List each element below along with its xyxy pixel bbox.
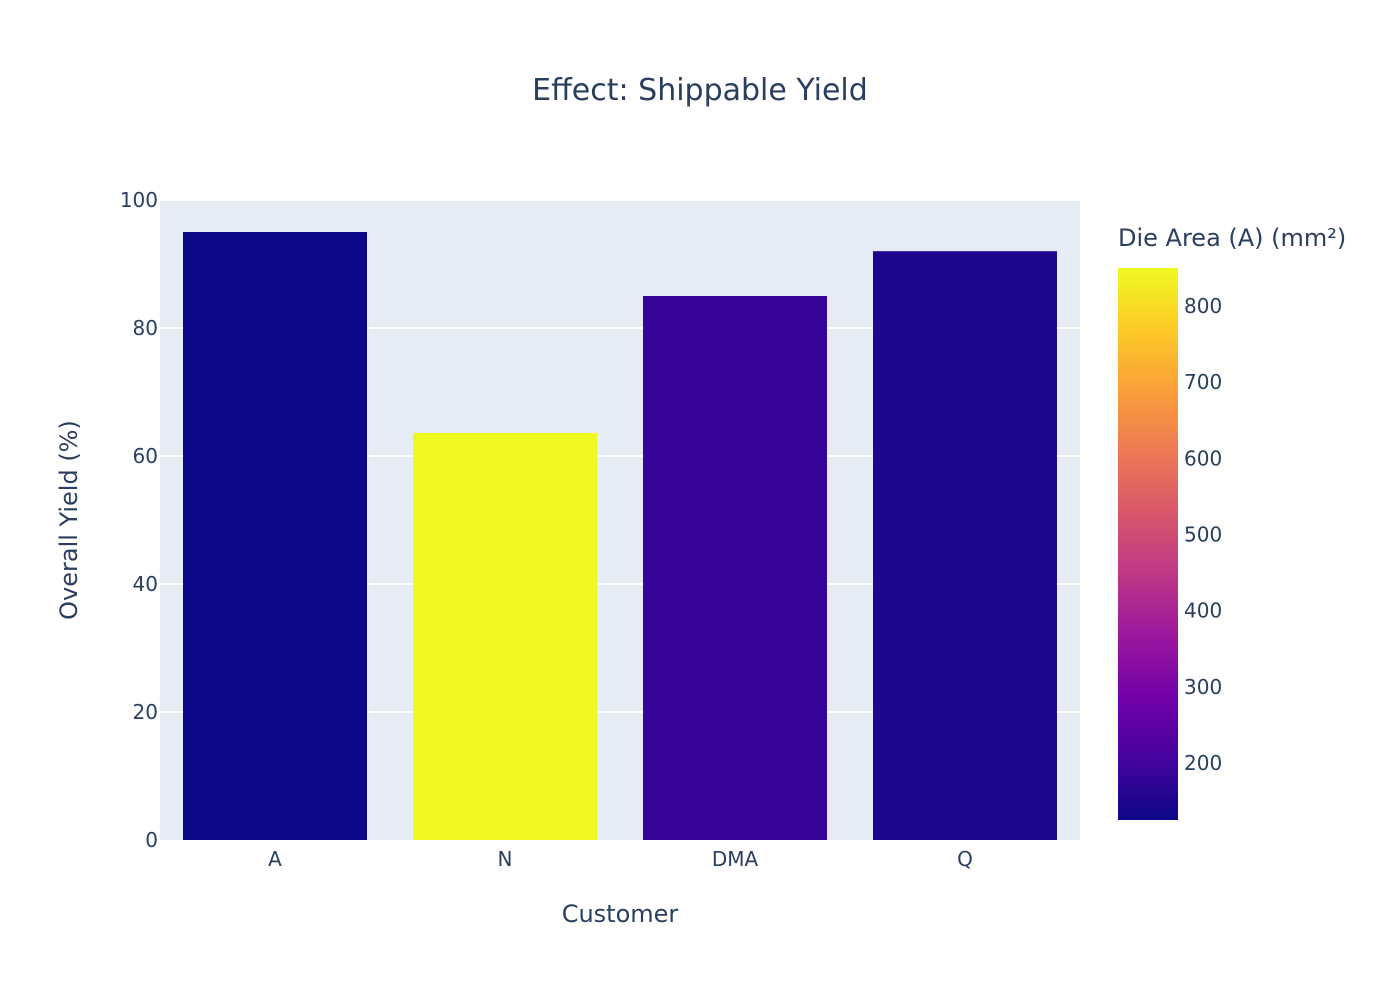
colorbar-tick-label: 500	[1184, 522, 1222, 546]
colorbar-tick-label: 200	[1184, 751, 1222, 775]
colorbar-title: Die Area (A) (mm²)	[1118, 224, 1346, 252]
x-tick-label: N	[498, 847, 513, 871]
y-axis-label: Overall Yield (%)	[55, 420, 83, 620]
y-tick-label: 40	[133, 572, 158, 596]
colorbar-tick-label: 600	[1184, 446, 1222, 470]
bar-DMA[interactable]	[643, 296, 827, 840]
x-tick-label: DMA	[712, 847, 759, 871]
x-tick-label: Q	[957, 847, 973, 871]
colorbar	[1118, 268, 1178, 820]
y-tick-label: 80	[133, 316, 158, 340]
y-tick-label: 60	[133, 444, 158, 468]
chart-title: Effect: Shippable Yield	[532, 73, 868, 108]
x-axis-label: Customer	[562, 900, 679, 928]
colorbar-tick-label: 700	[1184, 370, 1222, 394]
y-tick-label: 0	[145, 828, 158, 852]
bar-A[interactable]	[183, 232, 367, 840]
y-tick-label: 100	[120, 188, 158, 212]
bar-N[interactable]	[413, 432, 597, 840]
colorbar-tick-label: 800	[1184, 294, 1222, 318]
colorbar-tick-label: 400	[1184, 599, 1222, 623]
colorbar-tick-label: 300	[1184, 675, 1222, 699]
x-tick-label: A	[268, 847, 282, 871]
bar-Q[interactable]	[873, 251, 1057, 840]
y-tick-label: 20	[133, 700, 158, 724]
